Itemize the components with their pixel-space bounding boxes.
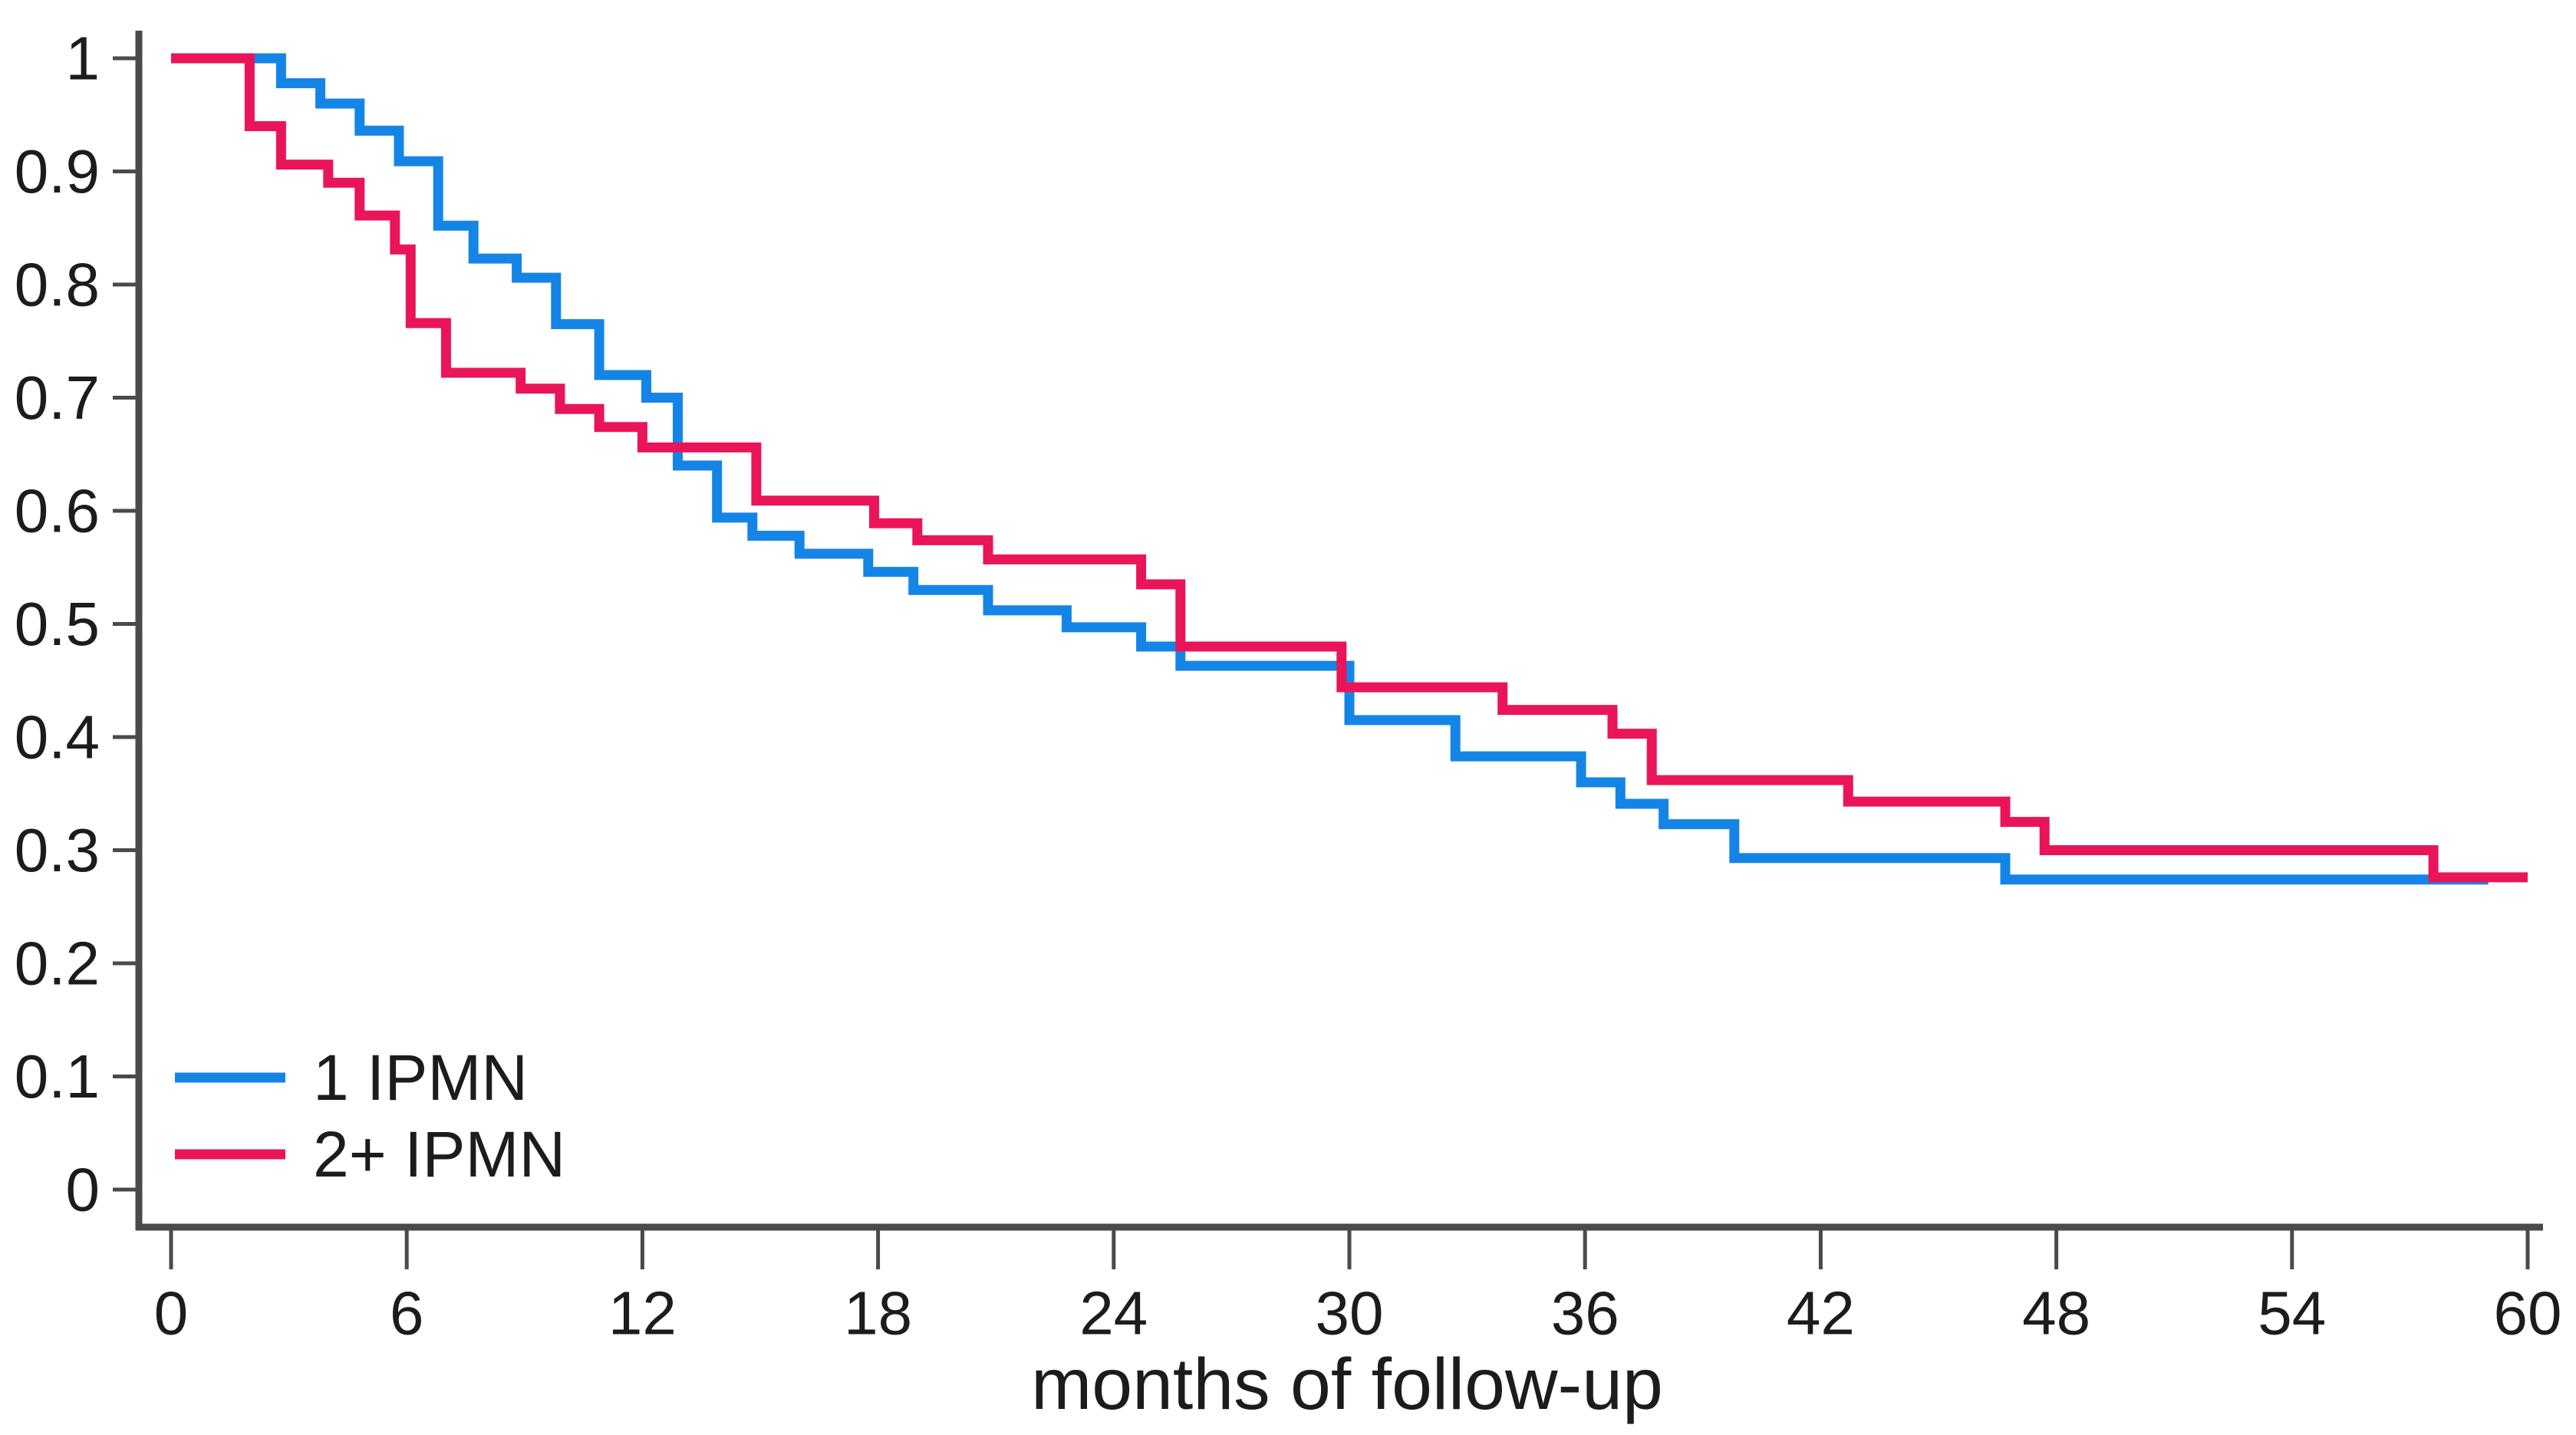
x-tick-label: 30 <box>1316 1279 1384 1348</box>
x-tick-label: 6 <box>390 1279 424 1348</box>
y-tick-label: 0.3 <box>15 816 100 884</box>
y-tick-label: 1 <box>66 25 100 93</box>
y-tick-label: 0.7 <box>15 364 100 432</box>
y-tick-label: 0.1 <box>15 1042 100 1111</box>
y-tick-label: 0 <box>66 1156 100 1224</box>
x-tick-label: 0 <box>154 1279 189 1348</box>
x-axis-ticks: 0 6 12 18 24 30 36 42 48 54 60 <box>154 1230 2562 1348</box>
x-tick-label: 24 <box>1079 1279 1148 1348</box>
y-axis-ticks: 0 0.1 0.2 0.3 0.4 0.5 0.6 0.7 0.8 0.9 1 <box>15 25 136 1224</box>
legend-item: 1 IPMN <box>175 1042 528 1114</box>
x-tick-label: 36 <box>1551 1279 1619 1348</box>
y-tick-label: 0.2 <box>15 930 100 998</box>
km-curve-1-ipmn <box>171 53 2489 885</box>
legend-label: 1 IPMN <box>313 1042 528 1114</box>
y-tick-label: 0.6 <box>15 477 100 545</box>
y-tick-label: 0.9 <box>15 137 100 206</box>
survival-curves <box>171 53 2528 885</box>
x-tick-label: 48 <box>2022 1279 2090 1348</box>
km-curve-2-ipmn <box>171 53 2528 883</box>
y-tick-label: 0.8 <box>15 251 100 319</box>
legend-item: 2+ IPMN <box>175 1118 565 1190</box>
x-tick-label: 60 <box>2494 1279 2562 1348</box>
x-tick-label: 12 <box>608 1279 677 1348</box>
axes <box>135 31 2543 1231</box>
y-tick-label: 0.5 <box>15 590 100 658</box>
x-axis-title: months of follow-up <box>1031 1344 1663 1425</box>
x-tick-label: 18 <box>844 1279 912 1348</box>
y-tick-label: 0.4 <box>15 703 100 772</box>
x-tick-label: 54 <box>2258 1279 2326 1348</box>
x-tick-label: 42 <box>1787 1279 1855 1348</box>
legend-label: 2+ IPMN <box>313 1118 565 1190</box>
